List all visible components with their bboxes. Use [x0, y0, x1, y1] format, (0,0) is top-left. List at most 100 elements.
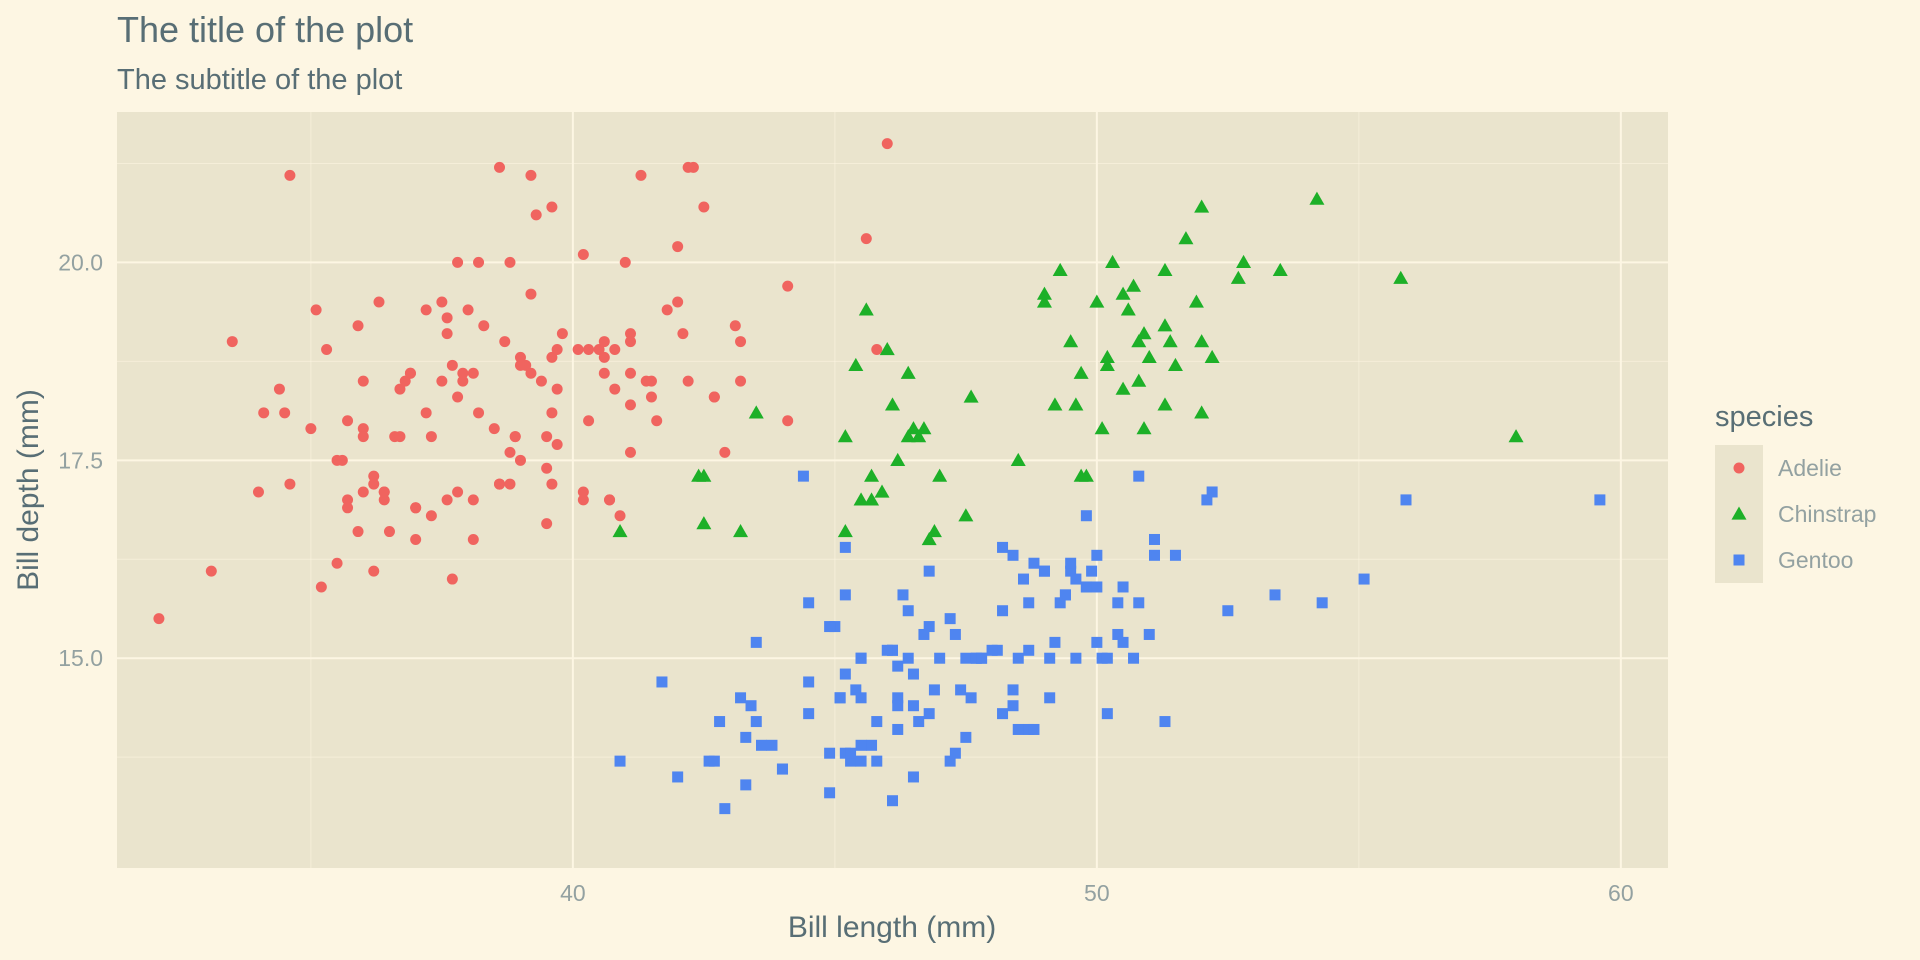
point-adelie — [614, 510, 626, 522]
point-gentoo — [1112, 597, 1124, 609]
point-adelie — [583, 415, 595, 427]
point-adelie — [708, 391, 720, 403]
point-adelie — [881, 138, 893, 150]
point-gentoo — [986, 644, 998, 656]
point-adelie — [284, 169, 296, 181]
point-gentoo — [997, 541, 1009, 553]
point-adelie — [425, 510, 437, 522]
point-chinstrap — [1141, 349, 1157, 364]
y-tick-label: 20.0 — [58, 249, 103, 275]
point-gentoo — [1038, 565, 1050, 577]
point-adelie — [446, 359, 458, 371]
point-adelie — [378, 494, 390, 506]
point-gentoo — [855, 755, 867, 767]
point-adelie — [735, 375, 747, 387]
point-adelie — [541, 518, 553, 530]
point-chinstrap — [1188, 294, 1204, 308]
point-adelie — [645, 375, 657, 387]
point-gentoo — [1017, 573, 1029, 585]
point-gentoo — [1080, 510, 1092, 522]
point-adelie — [462, 304, 474, 316]
point-chinstrap — [848, 357, 864, 371]
point-adelie — [577, 494, 589, 506]
point-chinstrap — [1120, 302, 1136, 316]
point-chinstrap — [1099, 357, 1115, 371]
point-gentoo — [850, 684, 862, 696]
point-gentoo — [855, 652, 867, 664]
point-adelie — [572, 343, 584, 355]
point-adelie — [457, 375, 469, 387]
point-chinstrap — [1052, 262, 1068, 276]
point-gentoo — [740, 779, 752, 791]
point-gentoo — [1112, 628, 1124, 640]
point-gentoo — [834, 692, 846, 704]
point-gentoo — [892, 723, 904, 735]
point-chinstrap — [1167, 357, 1183, 371]
point-gentoo — [776, 763, 788, 775]
point-adelie — [410, 502, 422, 514]
point-gentoo — [855, 692, 867, 704]
point-adelie — [525, 288, 537, 300]
point-adelie — [577, 486, 589, 498]
point-gentoo — [1044, 692, 1056, 704]
legend-title: species — [1715, 401, 1813, 433]
point-adelie — [436, 296, 448, 308]
point-gentoo — [892, 692, 904, 704]
legend-key-gentoo — [1733, 554, 1745, 566]
point-chinstrap — [696, 468, 712, 482]
point-gentoo — [965, 692, 977, 704]
point-chinstrap — [900, 429, 916, 443]
point-gentoo — [750, 636, 762, 648]
point-chinstrap — [1073, 468, 1089, 482]
point-adelie — [399, 375, 411, 387]
point-adelie — [368, 478, 380, 490]
point-gentoo — [740, 731, 752, 743]
point-adelie — [441, 328, 453, 340]
point-adelie — [252, 486, 264, 498]
point-gentoo — [923, 621, 935, 633]
point-gentoo — [766, 739, 778, 751]
point-gentoo — [745, 700, 757, 712]
point-gentoo — [871, 716, 883, 728]
point-adelie — [336, 454, 348, 466]
legend: species Adelie Chinstrap Gentoo — [1715, 401, 1876, 583]
point-adelie — [352, 320, 364, 332]
point-chinstrap — [1162, 334, 1178, 348]
point-adelie — [404, 367, 416, 379]
point-gentoo — [1044, 652, 1056, 664]
x-tick-label: 60 — [1608, 880, 1634, 906]
point-adelie — [494, 478, 506, 490]
point-chinstrap — [1099, 349, 1115, 364]
point-adelie — [735, 336, 747, 348]
series-adelie — [153, 138, 893, 625]
point-chinstrap — [1094, 421, 1110, 435]
point-chinstrap — [748, 405, 764, 419]
plot-panel — [117, 112, 1668, 868]
point-chinstrap — [1178, 231, 1194, 245]
point-chinstrap — [864, 492, 880, 506]
point-chinstrap — [900, 365, 916, 379]
point-gentoo — [1206, 486, 1218, 498]
point-adelie — [556, 328, 568, 340]
x-axis-title: Bill length (mm) — [788, 911, 996, 944]
point-gentoo — [907, 668, 919, 680]
point-gentoo — [797, 470, 809, 482]
point-chinstrap — [932, 468, 948, 482]
point-chinstrap — [1126, 278, 1142, 292]
point-adelie — [541, 431, 553, 443]
point-adelie — [467, 533, 479, 545]
point-chinstrap — [733, 524, 749, 538]
point-adelie — [258, 407, 270, 419]
point-adelie — [473, 407, 485, 419]
point-chinstrap — [911, 429, 927, 443]
point-chinstrap — [1073, 365, 1089, 379]
legend-label-adelie: Adelie — [1778, 455, 1842, 481]
point-chinstrap — [1115, 381, 1131, 395]
grid-major — [117, 112, 1668, 868]
point-gentoo — [1269, 589, 1281, 601]
point-gentoo — [1148, 549, 1160, 561]
point-gentoo — [1201, 494, 1213, 506]
point-gentoo — [803, 597, 815, 609]
point-chinstrap — [958, 508, 974, 522]
point-gentoo — [1059, 589, 1071, 601]
